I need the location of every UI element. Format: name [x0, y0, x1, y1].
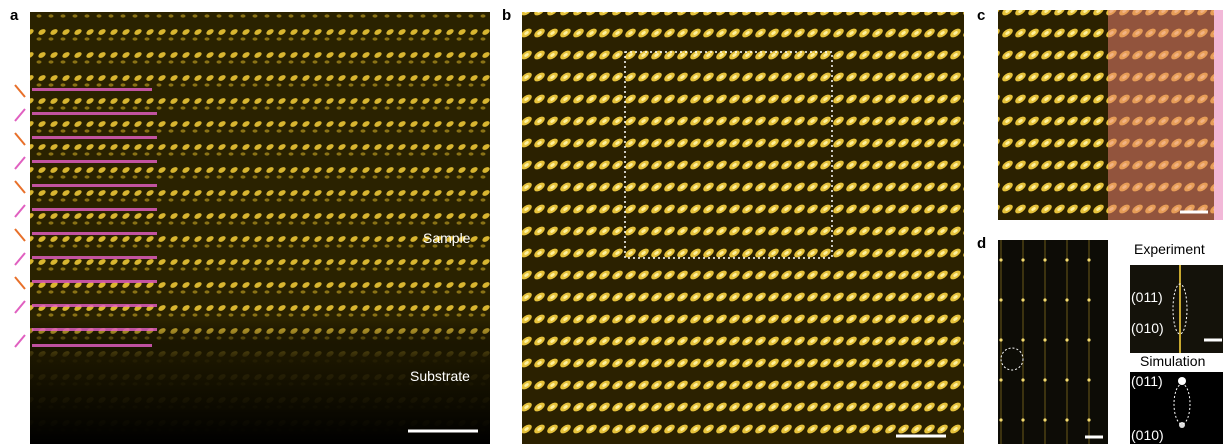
stacking-markers	[15, 85, 25, 347]
simulation-overlay	[1108, 10, 1214, 220]
panel-label: c	[977, 7, 985, 24]
inset-title: Experiment	[1134, 241, 1205, 257]
inset-title: Simulation	[1140, 353, 1205, 369]
panel-label: d	[977, 235, 986, 252]
panel-label: a	[10, 7, 19, 24]
spot-label: (011)	[1131, 289, 1163, 305]
model-strip	[1214, 10, 1223, 220]
figure: a Sample Substrate b c d Experiment (011…	[0, 0, 1223, 444]
fft-image	[998, 240, 1108, 444]
spot-label: (011)	[1131, 373, 1163, 389]
spot-label: (010)	[1131, 320, 1164, 336]
panel-label: b	[502, 7, 511, 24]
spot-label: (010)	[1131, 427, 1164, 443]
annotation: Substrate	[410, 368, 470, 384]
stem-image	[522, 12, 964, 444]
annotation: Sample	[423, 230, 471, 246]
